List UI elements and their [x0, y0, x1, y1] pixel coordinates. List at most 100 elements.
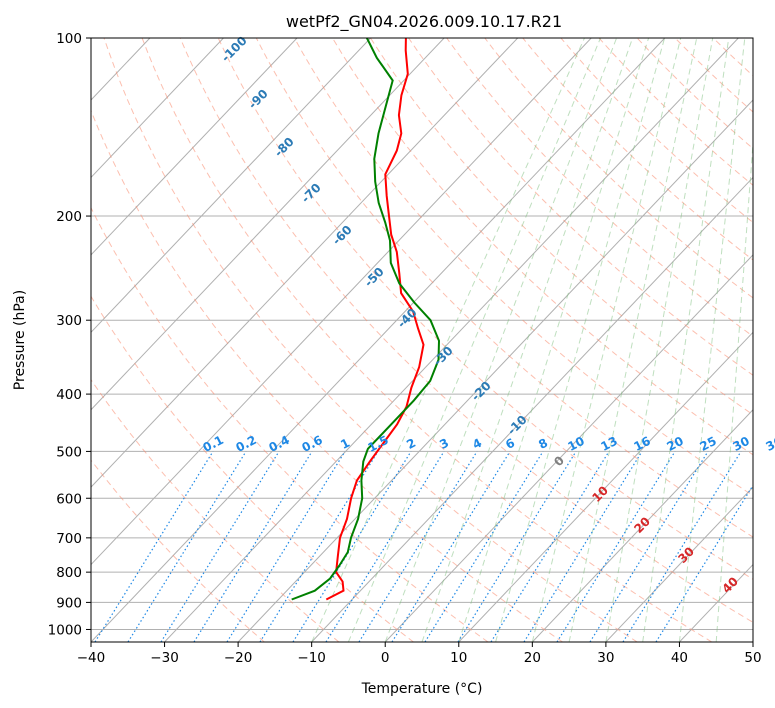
isotherm-line	[752, 641, 753, 642]
isotherm-line	[91, 38, 666, 642]
mixing-ratio-line	[226, 451, 346, 642]
isotherm-label: -90	[246, 87, 271, 112]
mixing-ratio-label: 30	[731, 434, 752, 454]
y-axis: 100 200 300 400 500 600 700 800 900 1000	[48, 31, 91, 638]
isotherm-line	[91, 38, 224, 179]
dry-adiabat	[91, 109, 563, 642]
y-tick-label: 500	[56, 444, 82, 460]
y-tick-label: 200	[56, 209, 82, 225]
moist-adiabat	[495, 38, 666, 642]
clipped-background	[0, 38, 753, 642]
x-tick-label: −30	[150, 650, 179, 666]
dry-adiabat	[91, 459, 265, 642]
isotherm-line	[605, 486, 753, 642]
mixing-ratio-label: 4	[470, 436, 484, 452]
dry-adiabat	[522, 38, 753, 261]
moist-adiabat	[568, 38, 698, 642]
mixing-ratio-label: 6	[503, 436, 517, 452]
isotherm-label: 40	[719, 574, 741, 596]
mixing-ratio-line	[424, 451, 544, 642]
mixing-ratio-line	[523, 451, 643, 642]
dry-adiabat	[636, 38, 753, 150]
y-tick-label: 600	[56, 491, 82, 507]
x-tick-label: −40	[77, 650, 106, 666]
moist-adiabat	[531, 38, 682, 642]
y-tick-label: 1000	[48, 622, 82, 638]
y-tick-label: 400	[56, 387, 82, 403]
mixing-ratio-line	[193, 451, 313, 642]
dry-adiabat	[560, 38, 753, 224]
dry-adiabat	[141, 38, 713, 642]
isotherm-label: 30	[675, 544, 697, 566]
dry-adiabat	[598, 38, 753, 186]
x-axis-label: Temperature (°C)	[361, 681, 483, 697]
mixing-ratio-line	[325, 451, 445, 642]
x-axis: −40 −30 −20 −10 0 10 20 30 40 50	[77, 642, 762, 666]
mixing-ratio-label: 36	[764, 434, 775, 454]
moist-adiabat	[642, 38, 730, 642]
mixing-ratio-label: 2	[404, 436, 418, 452]
mixing-ratio-line	[358, 451, 478, 642]
isotherm-line	[91, 38, 445, 411]
x-tick-label: 10	[450, 650, 467, 666]
dry-adiabat	[91, 295, 414, 642]
moist-adiabat	[311, 38, 585, 642]
isotherm-line	[91, 38, 519, 488]
mixing-ratio-label: 3	[437, 436, 451, 452]
isotherm-line	[0, 38, 3, 642]
isotherm-line	[458, 331, 753, 642]
isotherm-line	[164, 38, 739, 642]
isotherm-label: -70	[299, 181, 324, 206]
isotherm-line	[531, 408, 753, 642]
mixing-ratio-label: 13	[599, 434, 620, 454]
y-tick-label: 100	[56, 31, 82, 47]
y-tick-label: 800	[56, 565, 82, 581]
x-tick-label: −10	[297, 650, 326, 666]
moist-adiabat	[678, 38, 746, 642]
isotherm-label: 20	[631, 514, 653, 536]
moist-adiabat	[715, 136, 753, 642]
moist-adiabat	[384, 38, 618, 642]
mixing-ratio-line	[622, 451, 742, 642]
moist-adiabat	[458, 38, 650, 642]
plot-frame	[90, 37, 754, 643]
isotherm-label: -30	[431, 344, 456, 369]
y-axis-label: Pressure (hPa)	[12, 290, 28, 390]
dry-adiabat	[179, 38, 753, 623]
mixing-ratio-line	[556, 451, 676, 642]
chart-title: wetPf2_GN04.2026.009.10.17.R21	[286, 12, 562, 32]
mixing-ratio-label: 8	[536, 436, 550, 452]
mixing-ratio-line	[292, 451, 412, 642]
x-tick-label: 20	[524, 650, 541, 666]
mixing-ratio-label: 25	[698, 434, 719, 454]
plot-background-lines	[0, 38, 753, 642]
isotherm-label: 0	[551, 453, 567, 469]
dry-adiabat	[446, 38, 753, 337]
isotherm-label: -20	[469, 379, 494, 404]
temperature-profile-line	[325, 38, 425, 601]
mixing-ratio-line	[94, 451, 214, 642]
dry-adiabat	[408, 38, 753, 376]
mixing-ratio-label: 20	[665, 434, 686, 454]
moist-adiabat	[421, 38, 634, 642]
isotherm-label: -50	[362, 265, 387, 290]
series-group	[291, 38, 441, 601]
isotherm-line	[237, 99, 753, 642]
y-tick-label: 900	[56, 595, 82, 611]
isotherm-label: -60	[330, 223, 355, 248]
dry-adiabat	[91, 206, 489, 642]
moist-adiabat	[347, 38, 601, 642]
dry-adiabat	[293, 38, 753, 497]
isotherm-line	[91, 38, 298, 256]
y-tick-label: 700	[56, 531, 82, 547]
isotherm-line	[384, 254, 753, 642]
dry-adiabat	[370, 38, 753, 416]
mixing-ratio-line	[655, 484, 753, 642]
x-tick-label: −20	[224, 650, 253, 666]
mixing-ratio-label: 1	[338, 436, 352, 452]
moist-adiabat	[605, 38, 714, 642]
mixing-ratio-line	[127, 451, 247, 642]
mixing-ratio-line	[457, 451, 577, 642]
mixing-ratio-label: 10	[566, 434, 587, 454]
